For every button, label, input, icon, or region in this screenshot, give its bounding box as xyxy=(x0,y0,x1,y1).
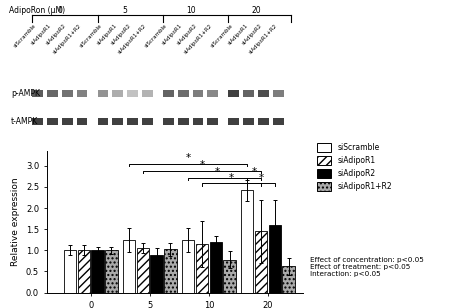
Bar xyxy=(150,254,163,293)
Bar xyxy=(223,260,236,293)
Bar xyxy=(182,240,194,293)
Text: 10: 10 xyxy=(186,6,195,14)
Bar xyxy=(258,118,269,125)
Bar xyxy=(98,118,109,125)
Text: AdipoRon (μM): AdipoRon (μM) xyxy=(9,6,65,14)
Bar xyxy=(163,118,174,125)
Bar xyxy=(142,90,153,97)
Bar xyxy=(243,90,254,97)
Text: *: * xyxy=(186,153,191,163)
Bar xyxy=(258,90,269,97)
Bar xyxy=(210,242,222,293)
Text: Effect of concentration: p<0.05
Effect of treatment: p<0.05
Interaction: p<0.05: Effect of concentration: p<0.05 Effect o… xyxy=(310,257,424,277)
Legend: siScramble, siAdipoR1, siAdipoR2, siAdipoR1+R2: siScramble, siAdipoR1, siAdipoR2, siAdip… xyxy=(318,144,392,191)
Text: siAdipoR2: siAdipoR2 xyxy=(110,23,133,46)
Bar xyxy=(62,118,73,125)
Bar xyxy=(127,118,138,125)
Bar xyxy=(164,249,177,293)
Bar xyxy=(178,90,189,97)
Y-axis label: Relative expression: Relative expression xyxy=(11,177,20,266)
Bar xyxy=(127,90,138,97)
Text: siAdipoR2: siAdipoR2 xyxy=(176,23,198,46)
Text: *: * xyxy=(229,173,234,183)
Bar xyxy=(47,90,58,97)
Bar xyxy=(192,118,203,125)
Text: siAdipoR1: siAdipoR1 xyxy=(30,23,53,46)
Bar xyxy=(62,90,73,97)
Bar xyxy=(208,90,218,97)
Bar xyxy=(255,231,267,293)
Bar xyxy=(137,248,149,293)
Bar xyxy=(112,118,123,125)
Bar xyxy=(196,244,208,293)
Bar xyxy=(77,90,87,97)
Text: siScramble: siScramble xyxy=(210,23,234,49)
Text: siScramble: siScramble xyxy=(79,23,103,49)
Bar xyxy=(178,118,189,125)
Bar xyxy=(283,266,295,293)
Text: 5: 5 xyxy=(123,6,128,14)
Bar xyxy=(208,118,218,125)
Text: siAdipoR1+R2: siAdipoR1+R2 xyxy=(117,23,147,55)
Bar xyxy=(241,190,254,293)
Bar xyxy=(47,118,58,125)
Bar xyxy=(228,118,239,125)
Text: p-AMPK: p-AMPK xyxy=(11,89,40,98)
Text: *: * xyxy=(252,167,257,177)
Bar xyxy=(112,90,123,97)
Bar xyxy=(32,118,43,125)
Bar xyxy=(273,118,283,125)
Text: 0: 0 xyxy=(57,6,62,14)
Bar xyxy=(78,250,90,293)
Text: *: * xyxy=(258,173,264,183)
Bar xyxy=(243,118,254,125)
Text: siAdipoR1+R2: siAdipoR1+R2 xyxy=(52,23,82,55)
Bar xyxy=(77,118,87,125)
Bar xyxy=(105,250,118,293)
Text: siAdipoR1: siAdipoR1 xyxy=(96,23,118,46)
Text: *: * xyxy=(200,160,204,170)
Bar xyxy=(269,225,281,293)
Bar xyxy=(142,118,153,125)
Text: siAdipoR2: siAdipoR2 xyxy=(241,23,264,46)
Bar xyxy=(64,250,76,293)
Text: siAdipoR1: siAdipoR1 xyxy=(161,23,183,46)
Bar xyxy=(163,90,174,97)
Text: siScramble: siScramble xyxy=(144,23,168,49)
Text: siScramble: siScramble xyxy=(13,23,37,49)
Bar xyxy=(123,240,135,293)
Text: siAdipoR1+R2: siAdipoR1+R2 xyxy=(182,23,213,55)
Bar xyxy=(273,90,283,97)
Bar xyxy=(91,250,104,293)
Bar xyxy=(228,90,239,97)
Text: siAdipoR2: siAdipoR2 xyxy=(45,23,67,46)
Text: siAdipoR1: siAdipoR1 xyxy=(227,23,249,46)
Text: siAdipoR1+R2: siAdipoR1+R2 xyxy=(248,23,278,55)
Text: 20: 20 xyxy=(251,6,261,14)
Bar xyxy=(32,90,43,97)
Text: t-AMPK: t-AMPK xyxy=(11,117,38,126)
Text: *: * xyxy=(215,167,220,177)
Bar xyxy=(98,90,109,97)
Bar xyxy=(192,90,203,97)
